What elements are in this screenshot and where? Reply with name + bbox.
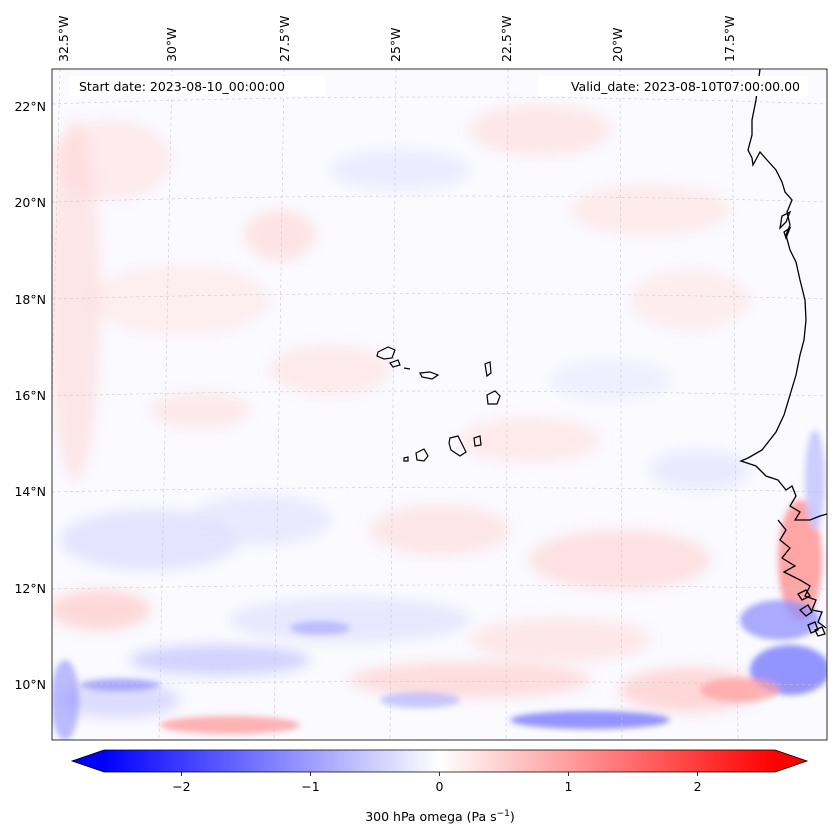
colorbar: −2 −1 0 1 2 300 hPa omega (Pa s−1) (70, 749, 809, 824)
colorbar-min-extend (72, 750, 104, 772)
island-boa-vista (486, 390, 501, 405)
valid-date-label: Valid_date: 2023-08-10T07:00:00.00 (571, 79, 800, 94)
colorbar-max-extend (775, 750, 807, 772)
island-sao-vicente (389, 359, 401, 368)
bijagos-island-2 (807, 621, 819, 634)
bijagos-island-4 (797, 589, 811, 601)
coast-island-small (783, 226, 792, 240)
colorbar-label: 300 hPa omega (Pa s−1) (365, 809, 515, 824)
lat-label-18n: 18°N (14, 292, 46, 307)
colorbar-outline (70, 749, 809, 773)
island-sao-nicolau (419, 371, 440, 380)
lon-label-25w: 25°W (388, 27, 403, 62)
map-panel: Start date: 2023-08-10_00:00:00 Valid_da… (14, 16, 828, 741)
senegal-gambia-coast (777, 519, 827, 629)
lon-label-22-5w: 22.5°W (499, 16, 514, 62)
colorbar-tick-label: 2 (694, 779, 702, 794)
lon-label-27-5w: 27.5°W (277, 16, 292, 62)
cape-verde-islands (376, 346, 501, 462)
colorbar-ticks: −2 −1 0 1 2 (172, 772, 702, 794)
lat-label-14n: 14°N (14, 484, 46, 499)
colorbar-tick-label: −1 (301, 779, 319, 794)
colorbar-ramp (104, 750, 775, 772)
gridlines (52, 69, 827, 740)
lat-label-22n: 22°N (14, 99, 46, 114)
island-santa-luzia (403, 367, 411, 370)
colorbar-tick-label: 0 (436, 779, 444, 794)
bijagos-island-3 (814, 626, 826, 637)
longitude-labels: 32.5°W 30°W 27.5°W 25°W 22.5°W 20°W 17.5… (56, 16, 737, 62)
start-date-label: Start date: 2023-08-10_00:00:00 (79, 79, 285, 94)
lat-label-16n: 16°N (14, 388, 46, 403)
lon-label-17-5w: 17.5°W (722, 16, 737, 62)
lon-label-20w: 20°W (610, 27, 625, 62)
island-brava (403, 456, 409, 462)
island-sal (484, 361, 492, 378)
island-santiago (448, 435, 467, 457)
lat-label-12n: 12°N (14, 581, 46, 596)
map-frame (51, 68, 828, 741)
island-maio (473, 435, 482, 447)
island-fogo (415, 448, 429, 462)
colorbar-tick-label: −2 (172, 779, 190, 794)
omega-soft-patches (52, 105, 760, 718)
lon-label-30w: 30°W (164, 27, 179, 62)
valid-date-box (538, 76, 808, 96)
lon-label-32-5w: 32.5°W (56, 16, 71, 62)
lat-label-20n: 20°N (14, 195, 46, 210)
omega-field (52, 105, 827, 740)
latitude-labels: 22°N 20°N 18°N 16°N 14°N 12°N 10°N (14, 99, 46, 692)
colorbar-tick-label: 1 (565, 779, 573, 794)
africa-coastline (739, 69, 827, 521)
lat-label-10n: 10°N (14, 677, 46, 692)
bijagos-island-1 (798, 604, 813, 617)
coast-island-north (779, 210, 792, 230)
omega-strong-patches (52, 430, 827, 740)
coastlines (739, 69, 827, 637)
island-santo-antao (376, 346, 396, 360)
start-date-box (70, 76, 325, 96)
